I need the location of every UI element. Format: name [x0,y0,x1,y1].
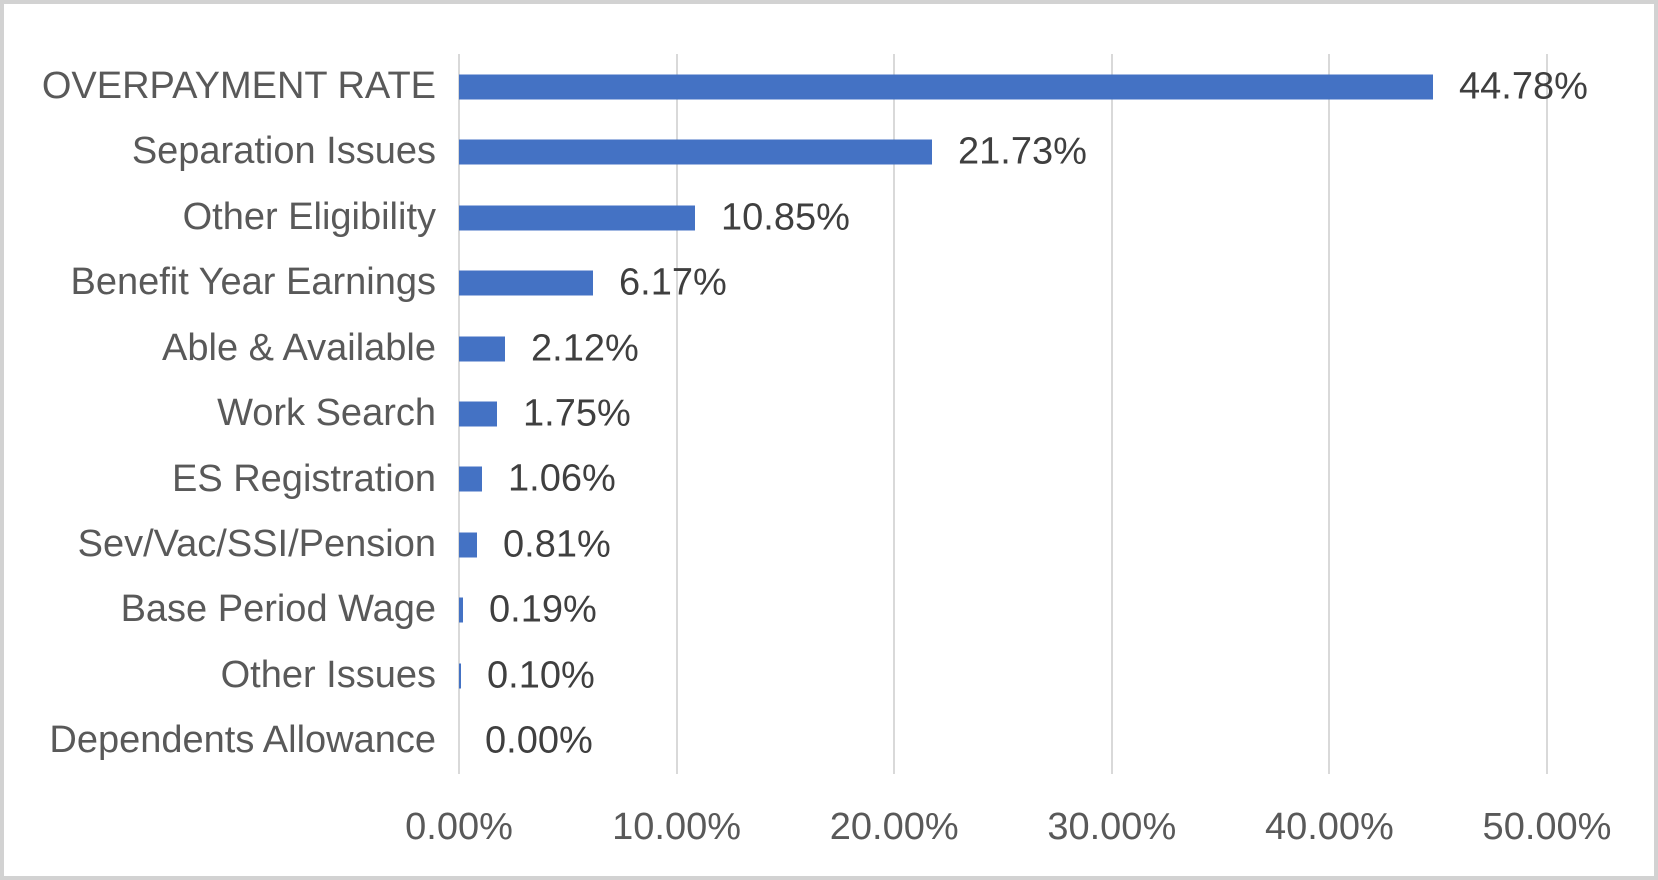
bar-row: Other Issues 0.10% [4,643,1654,708]
gridline [1110,54,1113,774]
bar-row: Separation Issues 21.73% [4,119,1654,184]
bar [459,532,477,558]
bar-track: 21.73% [459,119,1654,184]
bar [459,205,695,231]
x-axis: 0.00% 10.00% 20.00% 30.00% 40.00% 50.00% [405,801,1611,853]
gridline [1328,54,1331,774]
gridline [893,54,896,774]
bar [459,139,932,165]
category-label: Other Eligibility [182,195,436,238]
bar-track: 0.00% [459,709,1654,774]
value-label: 0.81% [503,523,611,566]
x-tick-label: 30.00% [1047,806,1177,848]
bar-row: Other Eligibility 10.85% [4,185,1654,250]
bar-row: Base Period Wage 0.19% [4,578,1654,643]
x-tick-label: 50.00% [1482,806,1612,848]
category-label: Separation Issues [131,130,436,173]
category-label: Able & Available [162,326,436,369]
bar-track: 6.17% [459,250,1654,315]
category-label: Work Search [217,392,436,435]
value-label: 2.12% [531,327,639,370]
value-label: 21.73% [958,130,1087,173]
bar-rows: OVERPAYMENT RATE 44.78% Separation Issues 2… [4,54,1654,774]
x-tick-label: 0.00% [405,806,513,848]
category-label: Other Issues [220,653,436,696]
bar-track: 44.78% [459,54,1654,119]
bar [459,336,505,362]
bar-row: ES Registration 1.06% [4,447,1654,512]
category-label: Sev/Vac/SSI/Pension [77,523,436,565]
bar [459,74,1433,100]
value-label: 1.06% [508,457,616,500]
bar [459,663,461,689]
category-label: Dependents Allowance [49,719,436,762]
bar-track: 10.85% [459,185,1654,250]
gridline [1546,54,1548,774]
gridline [675,54,678,774]
bar-track: 0.19% [459,578,1654,643]
bar-track: 0.10% [459,643,1654,708]
bar-track: 1.75% [459,381,1654,446]
x-tick-label: 10.00% [612,806,742,848]
bar-row: OVERPAYMENT RATE 44.78% [4,54,1654,119]
category-label: OVERPAYMENT RATE [41,64,436,107]
value-label: 44.78% [1459,65,1588,108]
value-label: 10.85% [721,196,850,239]
bar-row: Benefit Year Earnings 6.17% [4,250,1654,315]
bar-row: Sev/Vac/SSI/Pension 0.81% [4,512,1654,577]
bar-row: Dependents Allowance 0.00% [4,709,1654,774]
value-label: 0.19% [489,588,597,631]
bar [459,401,497,427]
value-label: 1.75% [523,392,631,435]
value-label: 0.00% [485,719,593,762]
category-label: Benefit Year Earnings [70,261,437,304]
value-label: 6.17% [619,261,727,304]
bar [459,270,593,296]
x-tick-label: 20.00% [829,806,959,848]
bar-track: 2.12% [459,316,1654,381]
bar-row: Able & Available 2.12% [4,316,1654,381]
bar [459,466,482,492]
category-label: Base Period Wage [120,588,436,631]
bar-track: 0.81% [459,512,1654,577]
x-tick-label: 40.00% [1264,806,1394,848]
bar [459,597,463,623]
bar-track: 1.06% [459,447,1654,512]
bar-row: Work Search 1.75% [4,381,1654,446]
category-label: ES Registration [171,457,436,500]
value-label: 0.10% [487,654,595,697]
